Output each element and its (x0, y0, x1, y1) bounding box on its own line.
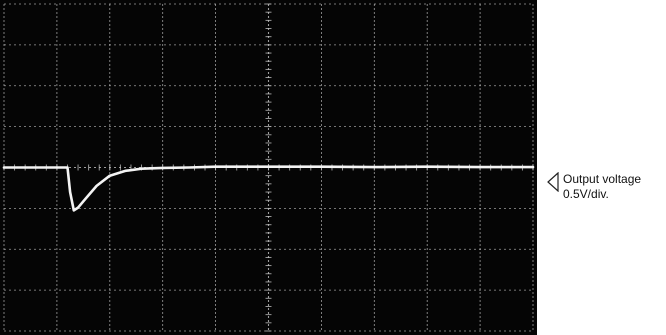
graticule (3, 3, 534, 332)
left-pointing-triangle-icon (547, 172, 559, 192)
waveform-trace (2, 165, 535, 212)
oscilloscope-screen (0, 0, 537, 335)
channel-name: Output voltage (563, 172, 642, 186)
trace-line (2, 165, 535, 212)
channel-label-text: Output voltage 0.5V/div. (563, 172, 641, 202)
channel-scale: 0.5V/div. (563, 187, 609, 201)
